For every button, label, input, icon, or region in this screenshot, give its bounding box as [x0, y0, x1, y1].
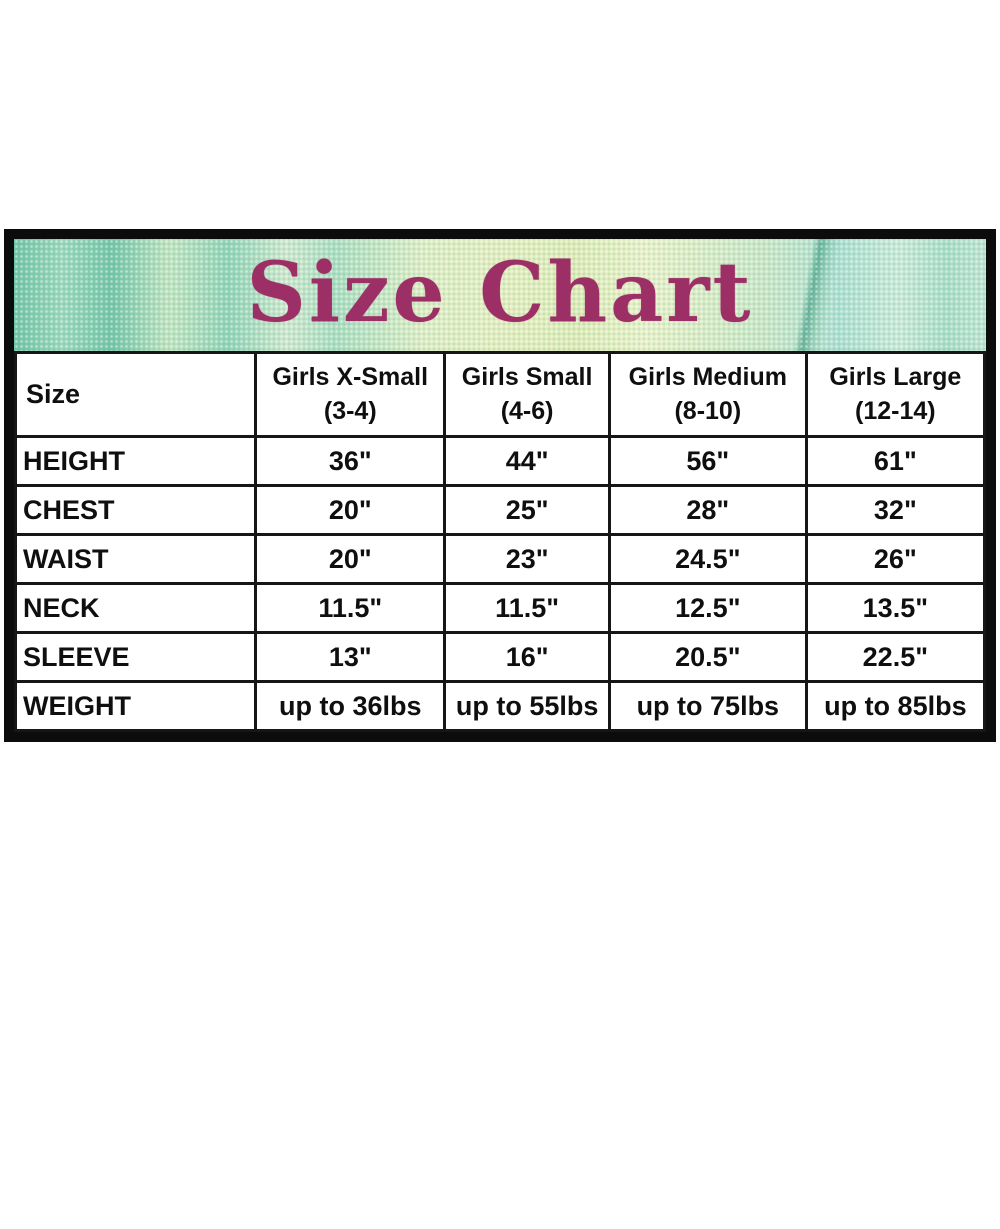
cell-weight-xsmall: up to 36lbs — [254, 680, 447, 732]
cell-sleeve-large: 22.5" — [804, 631, 987, 683]
cell-chest-xsmall: 20" — [254, 484, 447, 536]
table-row-weight: WEIGHT up to 36lbs up to 55lbs up to 75l… — [13, 680, 987, 732]
row-label-waist: WAIST — [13, 533, 258, 585]
cell-weight-medium: up to 75lbs — [607, 680, 808, 732]
size-chart-frame: Size Chart Size Girls X-Small (3-4) Girl… — [4, 229, 996, 742]
table-row-waist: WAIST 20" 23" 24.5" 26" — [13, 533, 987, 585]
row-label-weight: WEIGHT — [13, 680, 258, 732]
page-title: Size Chart — [246, 245, 754, 341]
cell-sleeve-medium: 20.5" — [607, 631, 808, 683]
cell-weight-large: up to 85lbs — [804, 680, 987, 732]
cell-chest-large: 32" — [804, 484, 987, 536]
column-name: Girls Small — [461, 362, 593, 391]
column-range: (8-10) — [674, 396, 742, 425]
cell-waist-xsmall: 20" — [254, 533, 447, 585]
row-label-height: HEIGHT — [13, 435, 258, 487]
cell-neck-small: 11.5" — [443, 582, 611, 634]
column-header-girls-medium: Girls Medium (8-10) — [607, 351, 808, 438]
column-range: (3-4) — [323, 396, 377, 425]
cell-sleeve-xsmall: 13" — [254, 631, 447, 683]
column-header-girls-xsmall: Girls X-Small (3-4) — [254, 351, 447, 438]
cell-waist-medium: 24.5" — [607, 533, 808, 585]
size-chart-table: Size Girls X-Small (3-4) Girls Small (4-… — [13, 351, 987, 732]
column-range: (4-6) — [500, 396, 554, 425]
column-name: Girls X-Small — [272, 362, 429, 391]
row-label-chest: CHEST — [13, 484, 258, 536]
table-row-neck: NECK 11.5" 11.5" 12.5" 13.5" — [13, 582, 987, 634]
cell-height-medium: 56" — [607, 435, 808, 487]
column-range: (12-14) — [855, 396, 936, 425]
cell-height-xsmall: 36" — [254, 435, 447, 487]
table-row-sleeve: SLEEVE 13" 16" 20.5" 22.5" — [13, 631, 987, 683]
cell-weight-small: up to 55lbs — [443, 680, 611, 732]
cell-height-small: 44" — [443, 435, 611, 487]
cell-neck-medium: 12.5" — [607, 582, 808, 634]
cell-neck-xsmall: 11.5" — [254, 582, 447, 634]
cell-neck-large: 13.5" — [804, 582, 987, 634]
table-row-chest: CHEST 20" 25" 28" 32" — [13, 484, 987, 536]
table-row-height: HEIGHT 36" 44" 56" 61" — [13, 435, 987, 487]
cell-waist-small: 23" — [443, 533, 611, 585]
row-label-neck: NECK — [13, 582, 258, 634]
header-row: Size Girls X-Small (3-4) Girls Small (4-… — [13, 351, 987, 438]
column-header-girls-small: Girls Small (4-6) — [443, 351, 611, 438]
column-name: Girls Large — [829, 362, 962, 391]
row-label-sleeve: SLEEVE — [13, 631, 258, 683]
cell-chest-medium: 28" — [607, 484, 808, 536]
column-name: Girls Medium — [628, 362, 787, 391]
cell-waist-large: 26" — [804, 533, 987, 585]
cell-chest-small: 25" — [443, 484, 611, 536]
corner-header-size: Size — [13, 351, 258, 438]
banner: Size Chart — [14, 239, 986, 351]
cell-sleeve-small: 16" — [443, 631, 611, 683]
cell-height-large: 61" — [804, 435, 987, 487]
column-header-girls-large: Girls Large (12-14) — [804, 351, 987, 438]
